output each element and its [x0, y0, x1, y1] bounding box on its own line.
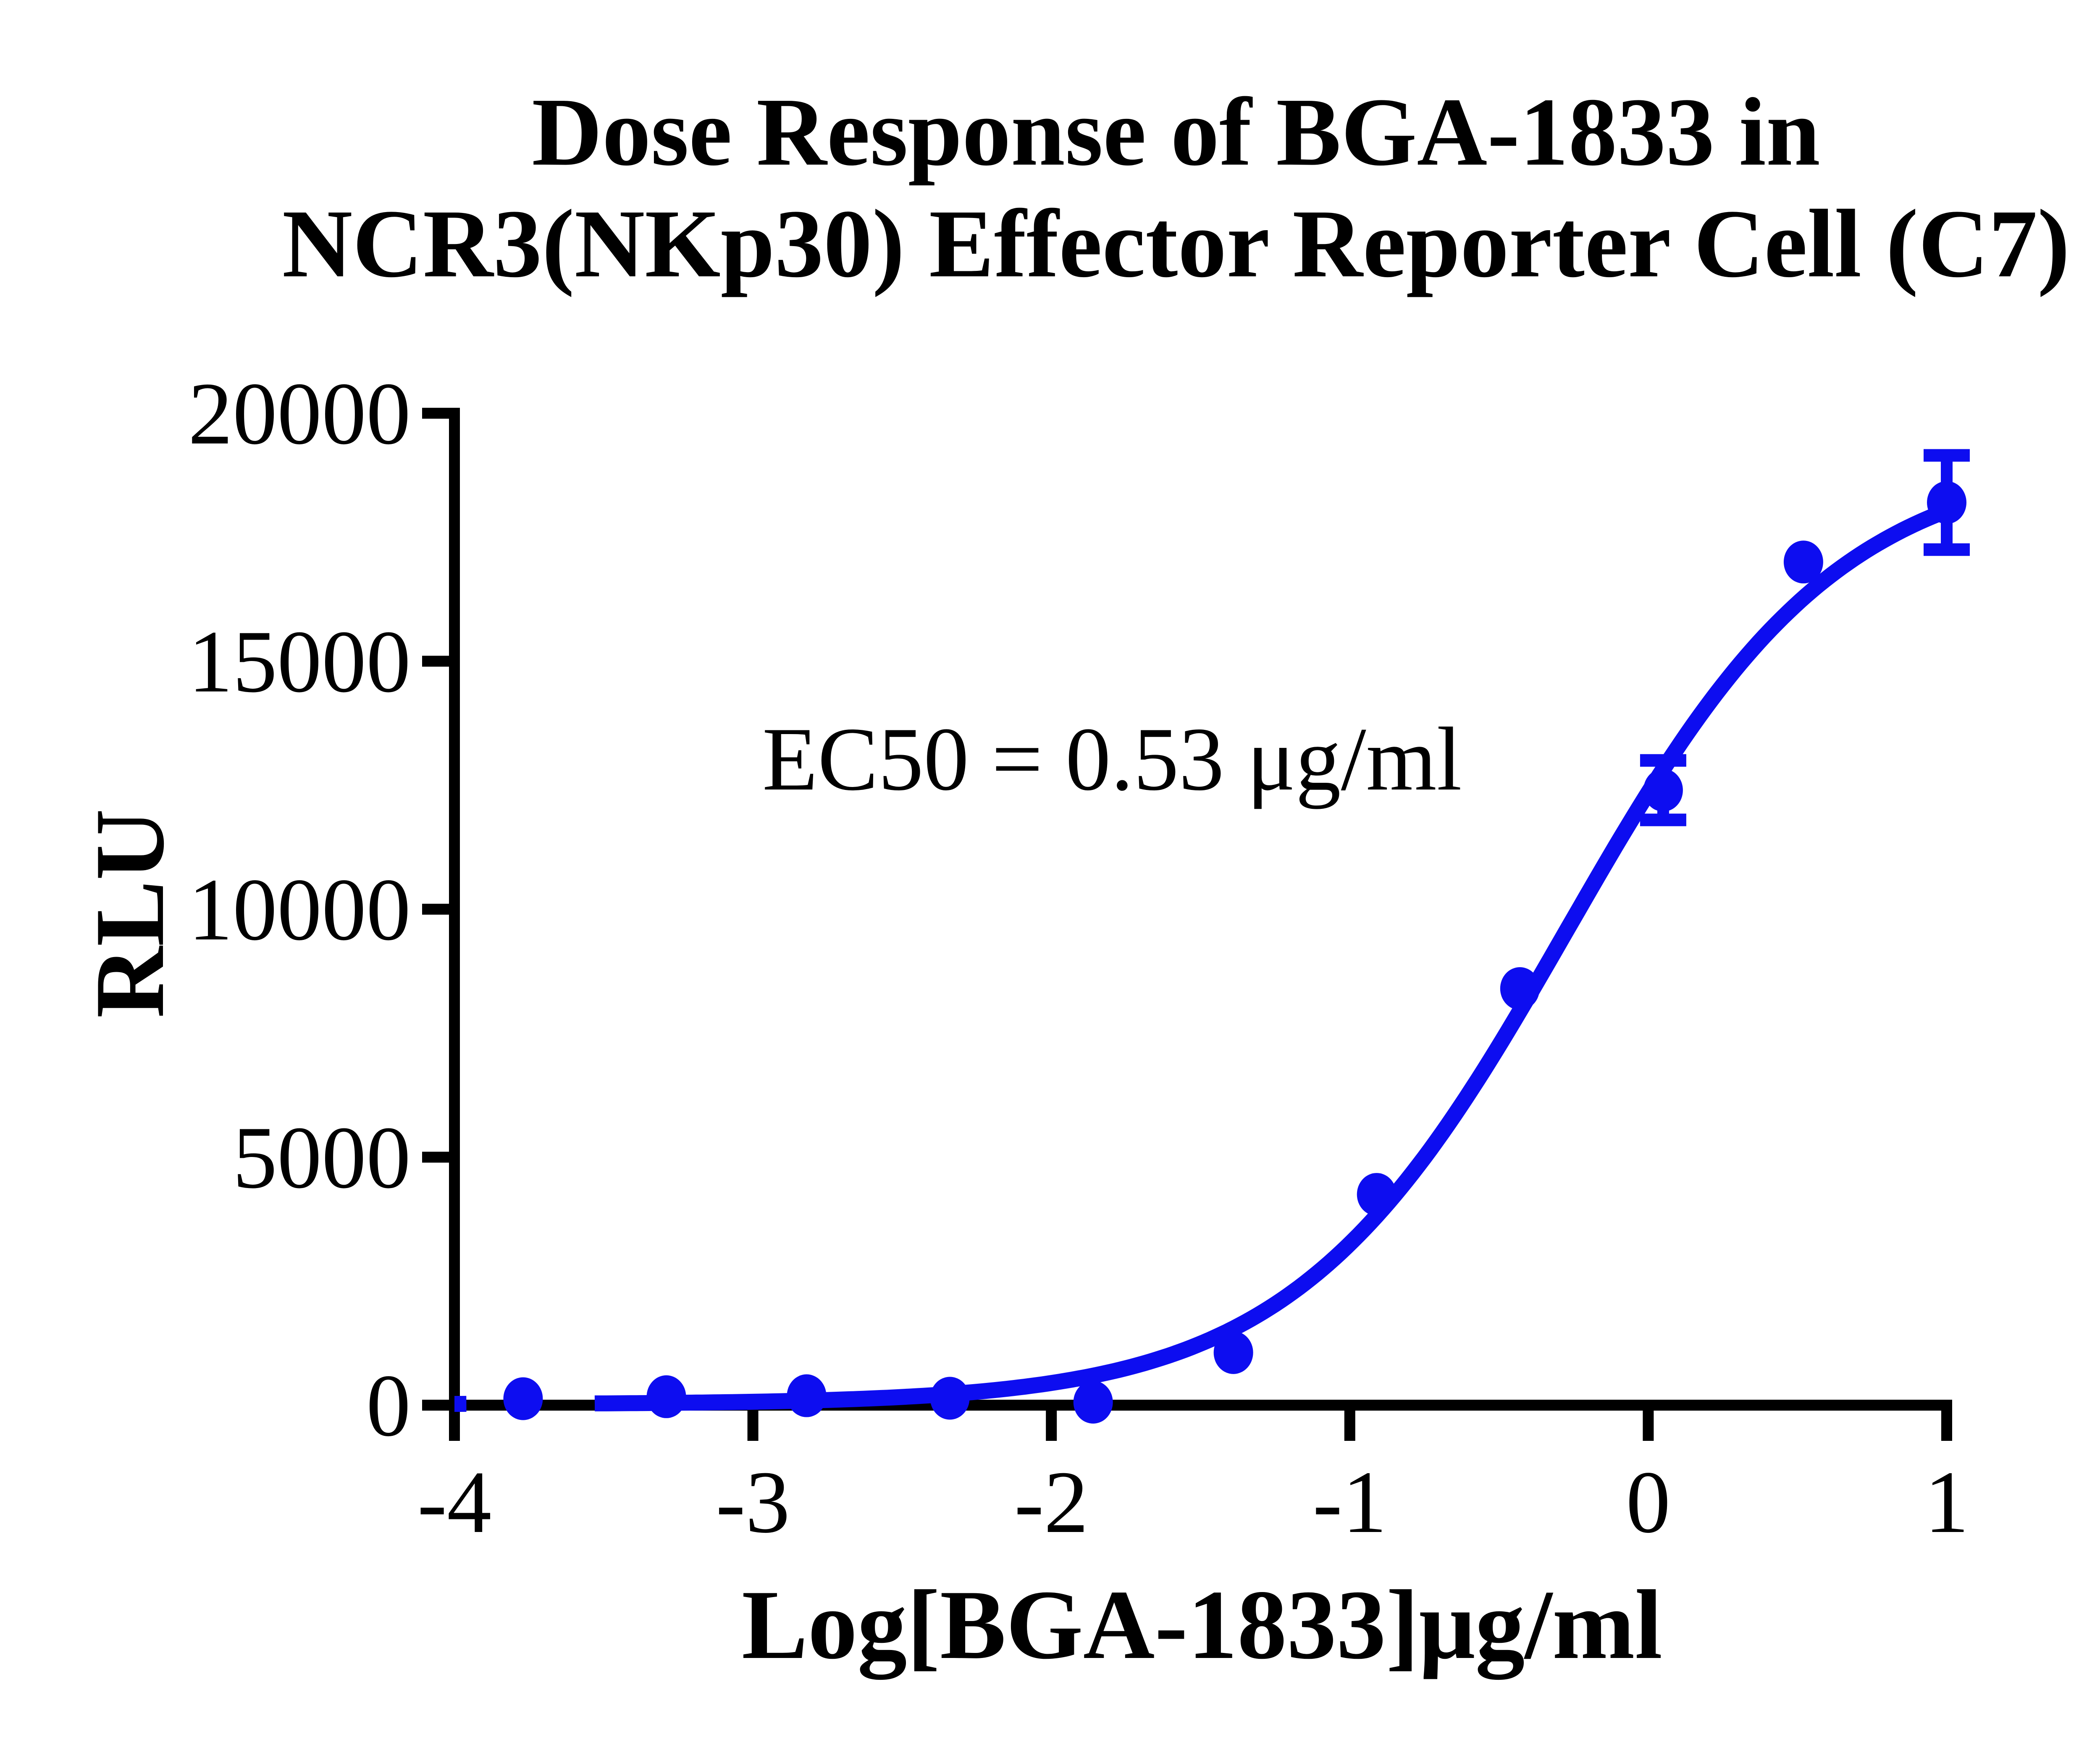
y-tick-label: 5000 [233, 1108, 411, 1207]
x-tick-label: -2 [1014, 1453, 1089, 1551]
tick-labels: 0 5000 10000 15000 20000 -4 -3 -2 -1 0 1 [188, 364, 1969, 1551]
x-tick-label: 0 [1626, 1453, 1670, 1551]
data-point-marker [1783, 540, 1823, 584]
data-points [503, 481, 1966, 1424]
ec50-annotation: EC50 = 0.53 μg/ml [762, 709, 1462, 809]
data-point-marker [1213, 1331, 1253, 1374]
error-bars [1640, 449, 1970, 826]
data-point-marker [503, 1377, 543, 1420]
y-axis-label: RLU [75, 809, 185, 1018]
x-tick-label: -3 [716, 1453, 790, 1551]
y-tick-label: 0 [366, 1356, 411, 1455]
y-tick-label: 10000 [188, 860, 411, 959]
data-point-marker [930, 1377, 970, 1420]
fit-curve-path [593, 504, 1947, 1411]
data-point-marker [1927, 481, 1966, 524]
x-tick-label: -4 [417, 1453, 492, 1551]
data-point-marker [1357, 1173, 1396, 1216]
axes [422, 408, 1952, 1441]
data-point-marker [1500, 967, 1540, 1010]
y-tick-label: 20000 [188, 364, 411, 463]
fit-curve [452, 504, 1947, 1412]
x-axis-label: Log[BGA-1833]μg/ml [742, 1570, 1662, 1680]
y-tick-label: 15000 [188, 612, 411, 711]
x-tick-label: -1 [1312, 1453, 1387, 1551]
x-tick-label: 1 [1924, 1453, 1969, 1551]
data-point-marker [1073, 1380, 1113, 1424]
data-point-marker [787, 1374, 827, 1417]
chart-title-line2: NCR3(NKp30) Effector Reporter Cell (C7) [282, 190, 2070, 298]
data-point-marker [1643, 769, 1683, 812]
data-point-marker [646, 1375, 686, 1418]
chart-title-line1: Dose Response of BGA-1833 in [532, 78, 1820, 186]
